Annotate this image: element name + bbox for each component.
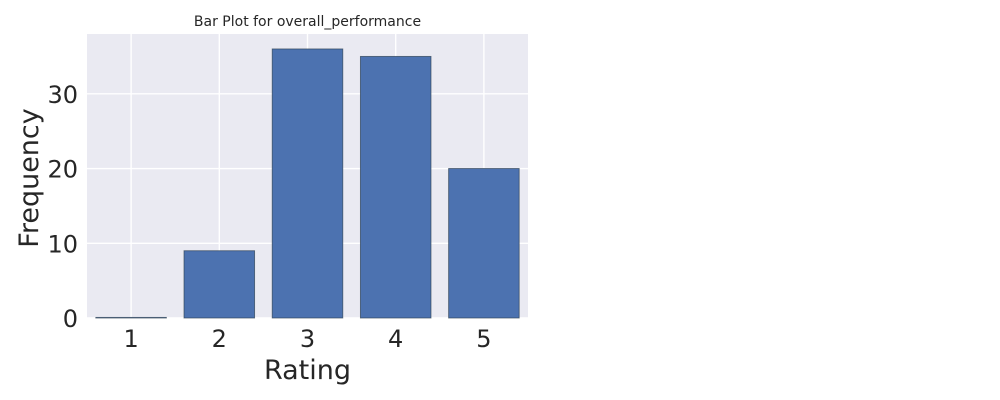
x-tick-label: 3	[300, 325, 315, 353]
x-tick-label: 2	[212, 325, 227, 353]
y-tick-label: 20	[47, 156, 78, 184]
bars	[95, 48, 520, 319]
x-tick-label: 1	[123, 325, 138, 353]
bar-3	[271, 48, 344, 319]
bar-1	[95, 316, 167, 319]
y-tick-label: 30	[47, 81, 78, 109]
y-tick-labels: 0 10 20 30	[47, 81, 78, 333]
x-axis-label: Rating	[264, 355, 351, 386]
y-tick-label: 10	[47, 230, 78, 258]
x-tick-label: 5	[476, 325, 491, 353]
x-tick-label: 4	[388, 325, 403, 353]
bar-5	[448, 168, 520, 319]
bar-2	[183, 250, 256, 319]
y-axis-label: Frequency	[14, 108, 45, 248]
x-tick-labels: 1 2 3 4 5	[123, 325, 491, 353]
y-tick-label: 0	[63, 305, 78, 333]
chart-title: Bar Plot for overall_performance	[194, 14, 421, 30]
bar-4	[359, 55, 432, 319]
